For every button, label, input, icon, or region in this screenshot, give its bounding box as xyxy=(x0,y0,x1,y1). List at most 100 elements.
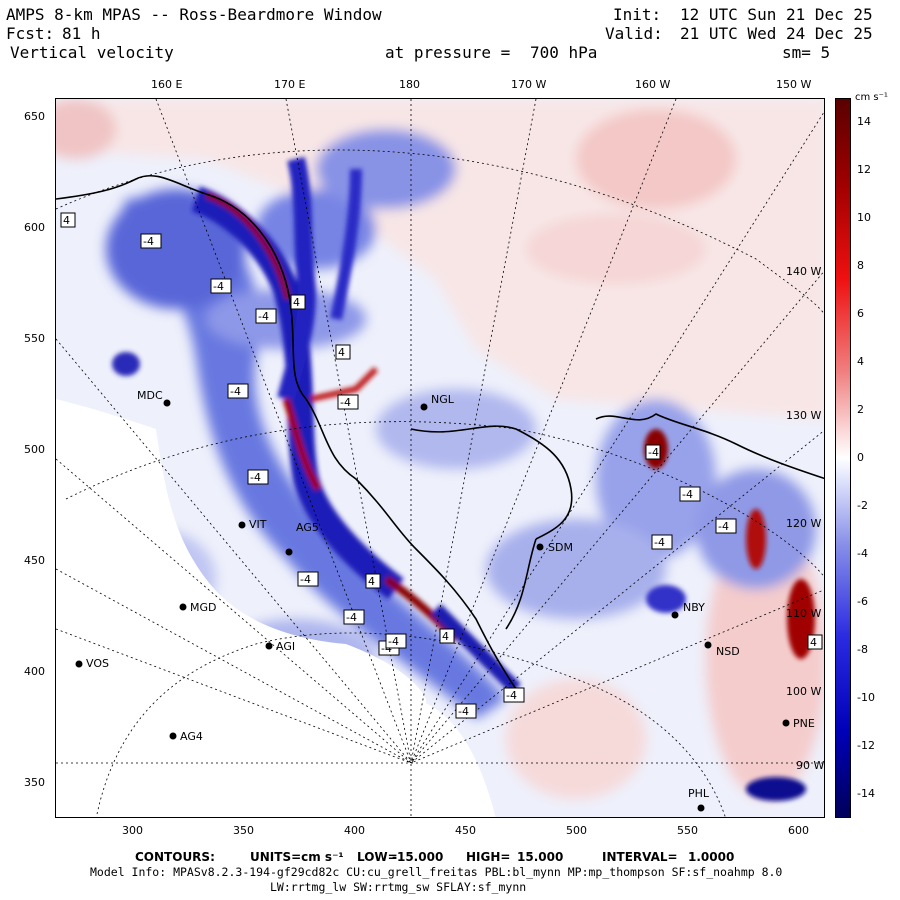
svg-text:-4: -4 xyxy=(300,573,311,586)
x-tick-500: 500 xyxy=(566,824,587,837)
lon-label-180: 180 xyxy=(399,78,420,91)
init-time: 12 UTC Sun 21 Dec 25 xyxy=(680,5,873,24)
svg-text:-4: -4 xyxy=(718,520,729,533)
svg-text:90 W: 90 W xyxy=(796,759,824,772)
forecast-label: Fcst: xyxy=(6,24,55,43)
station-ngl: NGL xyxy=(431,393,455,406)
station-nby: NBY xyxy=(683,601,705,614)
svg-text:-4: -4 xyxy=(506,689,517,702)
x-tick-450: 450 xyxy=(455,824,476,837)
colorbar-tick-label: -14 xyxy=(857,787,875,800)
station-pne: PNE xyxy=(793,717,815,730)
smoothing-value: sm= 5 xyxy=(782,43,831,62)
init-label: Init: xyxy=(613,5,662,24)
station-markers: MDC NGL AG5 VIT SDM MGD NBY AGI VOS NSD … xyxy=(75,389,815,812)
station-vit: VIT xyxy=(249,518,267,531)
colorbar-tick-label: -12 xyxy=(857,739,875,752)
svg-text:-4: -4 xyxy=(213,280,224,293)
station-vos: VOS xyxy=(86,657,109,670)
y-tick-550: 550 xyxy=(24,332,45,345)
y-tick-500: 500 xyxy=(24,443,45,456)
station-agi: AGI xyxy=(276,640,295,653)
graticule xyxy=(56,99,824,817)
svg-text:120 W: 120 W xyxy=(786,517,821,530)
field-name: Vertical velocity xyxy=(10,43,174,62)
svg-text:4: 4 xyxy=(338,346,345,359)
y-tick-400: 400 xyxy=(24,665,45,678)
station-nsd: NSD xyxy=(716,645,740,658)
svg-text:-4: -4 xyxy=(682,488,693,501)
lon-label-170w: 170 W xyxy=(511,78,547,91)
coastline xyxy=(56,174,824,690)
svg-text:-4: -4 xyxy=(648,446,659,459)
vertical-velocity-map[interactable]: MDC NGL AG5 VIT SDM MGD NBY AGI VOS NSD … xyxy=(55,98,825,818)
svg-text:4: 4 xyxy=(63,214,70,227)
colorbar-tick-label: -10 xyxy=(857,691,875,704)
model-info: Model Info: MPASv8.2.3-194-gf29cd82c CU:… xyxy=(90,865,783,879)
valid-time: 21 UTC Wed 24 Dec 25 xyxy=(680,24,873,43)
svg-text:130 W: 130 W xyxy=(786,409,821,422)
high-label: HIGH= xyxy=(466,850,511,864)
y-tick-650: 650 xyxy=(24,110,45,123)
lon-label-160e: 160 E xyxy=(151,78,183,91)
colorbar-tick-label: 4 xyxy=(857,355,864,368)
colorbar-units: cm s⁻¹ xyxy=(855,92,888,103)
station-mdc: MDC xyxy=(137,389,163,402)
physics-info: LW:rrtmg_lw SW:rrtmg_sw SFLAY:sf_mynn xyxy=(270,880,527,894)
station-phl: PHL xyxy=(688,787,710,800)
contours-label: CONTOURS: xyxy=(135,850,215,864)
colorbar-tick-label: -2 xyxy=(857,499,868,512)
colorbar xyxy=(835,98,851,818)
svg-text:4: 4 xyxy=(293,296,300,309)
svg-text:-4: -4 xyxy=(258,310,269,323)
svg-text:140 W: 140 W xyxy=(786,265,821,278)
y-tick-450: 450 xyxy=(24,554,45,567)
y-tick-350: 350 xyxy=(24,776,45,789)
x-tick-350: 350 xyxy=(233,824,254,837)
valid-label: Valid: xyxy=(605,24,663,43)
colorbar-tick-label: 6 xyxy=(857,307,864,320)
forecast-hour: 81 h xyxy=(62,24,101,43)
level-value: 700 hPa xyxy=(530,43,598,62)
x-tick-400: 400 xyxy=(344,824,365,837)
high-value: 15.000 xyxy=(517,850,564,864)
svg-text:-4: -4 xyxy=(230,385,241,398)
svg-text:100 W: 100 W xyxy=(786,685,821,698)
model-title: AMPS 8-km MPAS -- Ross-Beardmore Window xyxy=(6,5,382,24)
svg-text:-4: -4 xyxy=(346,611,357,624)
colorbar-tick-label: -4 xyxy=(857,547,868,560)
x-tick-600: 600 xyxy=(788,824,809,837)
svg-text:-4: -4 xyxy=(143,235,154,248)
units-label: UNITS=cm s⁻¹ xyxy=(250,850,344,864)
svg-text:4: 4 xyxy=(368,575,375,588)
colorbar-ramp xyxy=(836,99,850,817)
y-tick-600: 600 xyxy=(24,221,45,234)
lon-label-160w: 160 W xyxy=(635,78,671,91)
colorbar-tick-label: 8 xyxy=(857,259,864,272)
station-mgd: MGD xyxy=(190,601,217,614)
low-value: -15.000 xyxy=(392,850,444,864)
x-tick-300: 300 xyxy=(122,824,143,837)
station-ag5: AG5 xyxy=(296,521,319,534)
interval-label: INTERVAL= xyxy=(602,850,678,864)
colorbar-tick-label: 0 xyxy=(857,451,864,464)
svg-text:-4: -4 xyxy=(340,396,351,409)
low-label: LOW= xyxy=(357,850,398,864)
lon-label-170e: 170 E xyxy=(274,78,306,91)
colorbar-tick-label: 14 xyxy=(857,115,871,128)
colorbar-tick-label: 12 xyxy=(857,163,871,176)
colorbar-tick-label: -8 xyxy=(857,643,868,656)
svg-text:-4: -4 xyxy=(388,635,399,648)
lon-label-150w: 150 W xyxy=(776,78,812,91)
level-label: at pressure = xyxy=(385,43,511,62)
svg-text:-4: -4 xyxy=(654,536,665,549)
colorbar-tick-label: 10 xyxy=(857,211,871,224)
svg-text:110 W: 110 W xyxy=(786,607,821,620)
colorbar-tick-label: -6 xyxy=(857,595,868,608)
station-sdm: SDM xyxy=(548,541,573,554)
x-tick-550: 550 xyxy=(677,824,698,837)
right-longitude-labels: 140 W 130 W 120 W 110 W 100 W 90 W xyxy=(786,265,824,772)
svg-text:4: 4 xyxy=(810,636,817,649)
station-ag4: AG4 xyxy=(180,730,203,743)
ridge-cells xyxy=(112,156,815,801)
